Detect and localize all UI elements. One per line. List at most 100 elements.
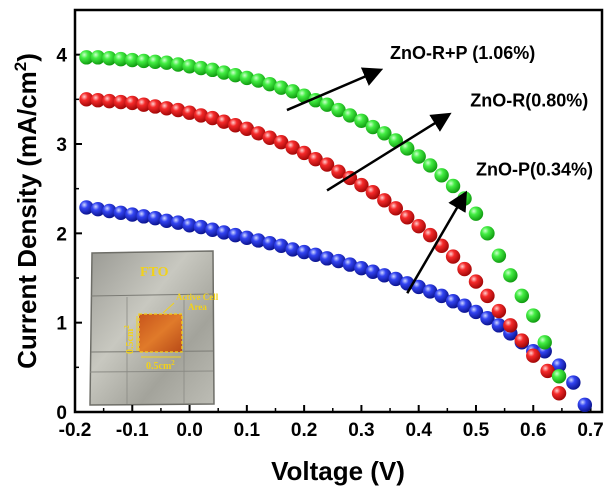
x-tick-label: 0.5 [463,420,490,441]
data-point [319,157,335,172]
series-zno-p [79,200,593,413]
data-point [411,218,426,234]
data-point [377,193,392,208]
data-point [113,51,129,67]
data-point [193,219,209,235]
data-point [491,318,507,333]
inset-active-area-label-2: Area [188,302,207,312]
data-point [434,168,449,183]
data-point [331,164,346,179]
data-point [445,294,461,309]
data-point [262,130,277,145]
data-point [365,185,381,200]
inset-dim-horizontal: 0.5cm2 [146,359,175,372]
x-tick-label: 0.3 [348,420,374,441]
data-point [170,102,186,118]
data-point [388,201,403,216]
data-point [239,230,255,245]
data-point [468,304,484,320]
y-tick-label: 2 [56,224,67,245]
data-point [216,65,232,80]
data-point [342,108,358,123]
annotation-label: ZnO-R(0.80%) [470,90,588,110]
data-point [125,52,140,68]
data-series [79,50,593,413]
data-point [434,288,449,304]
data-point [102,93,117,109]
data-point [239,121,255,137]
y-tick-label: 0 [56,403,67,424]
data-point [354,113,369,128]
data-point [480,311,495,326]
data-point [193,60,209,76]
data-point [480,288,495,304]
data-point [136,209,151,224]
data-point [113,94,129,110]
data-point [285,242,300,257]
y-tick-label: 3 [56,135,67,156]
series-zno-r [79,92,567,401]
data-point [457,298,472,313]
data-point [125,207,140,222]
data-point [262,76,277,92]
data-point [193,108,209,123]
data-point [422,227,438,243]
data-point [445,249,461,264]
data-point [216,114,232,129]
data-point [354,177,369,193]
data-point [147,54,163,70]
data-point [445,178,461,194]
data-point [102,203,117,219]
x-tick-label: 0.7 [577,420,603,441]
data-point [136,97,151,112]
data-point [468,206,484,221]
data-point [251,233,266,248]
data-point [159,55,174,70]
data-point [537,335,552,350]
data-point [365,119,381,135]
data-point [491,248,507,263]
inset-dim-vertical: 0.5cm2 [123,325,136,354]
data-point [457,261,472,277]
data-point [308,247,323,262]
active-cell-area [139,314,182,352]
x-tick-label: 0.1 [234,420,261,441]
data-point [296,244,312,260]
y-tick-label: 4 [56,46,67,67]
data-point [551,358,567,373]
data-point [285,84,300,99]
data-point [319,251,335,266]
data-point [468,274,484,289]
data-point [251,126,266,141]
x-tick-label: -0.1 [116,420,149,441]
data-point [491,303,507,319]
data-point [274,80,289,95]
data-point [182,218,197,233]
data-point [365,264,381,279]
x-tick-label: 0.6 [520,420,546,441]
inset-fto-label: FTO [140,265,169,280]
data-point [331,102,346,118]
x-tick-label: 0.2 [291,420,317,441]
data-point [377,268,392,283]
data-point [411,279,426,295]
data-point [239,70,255,86]
data-point [79,50,94,65]
annotation-arrow [406,190,468,294]
data-point [526,308,541,323]
data-point [159,213,174,229]
data-point [319,97,335,112]
x-tick-label: -0.2 [59,420,92,441]
data-point [274,135,289,150]
data-point [90,93,106,108]
data-point [147,210,163,226]
plot-frame [73,8,604,414]
y-tick-label: 1 [56,314,67,335]
x-axis: -0.2 -0.1 0.0 0.1 0.2 0.3 0.4 0.5 0.6 0.7 [59,405,604,441]
data-point [79,92,94,107]
annotation-arrow [326,112,452,192]
annotations: ZnO-R+P (1.06%) ZnO-R(0.80%) ZnO-P(0.34%) [286,43,593,294]
data-point [388,271,403,287]
data-point [422,284,438,299]
